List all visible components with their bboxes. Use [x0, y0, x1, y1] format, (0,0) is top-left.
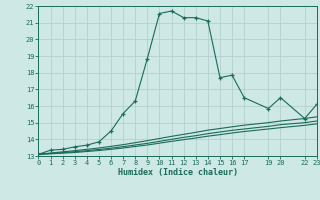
X-axis label: Humidex (Indice chaleur): Humidex (Indice chaleur) [118, 168, 238, 177]
